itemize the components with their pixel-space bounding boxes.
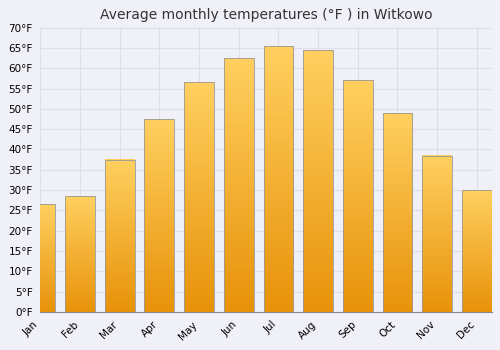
Bar bbox=[105, 160, 134, 312]
Bar bbox=[184, 83, 214, 312]
Bar bbox=[144, 119, 174, 312]
Title: Average monthly temperatures (°F ) in Witkowo: Average monthly temperatures (°F ) in Wi… bbox=[100, 8, 432, 22]
Bar bbox=[343, 80, 372, 312]
Bar bbox=[343, 80, 372, 312]
Bar bbox=[105, 160, 134, 312]
Bar bbox=[382, 113, 412, 312]
Bar bbox=[382, 113, 412, 312]
Bar bbox=[26, 204, 55, 312]
Bar bbox=[65, 196, 95, 312]
Bar bbox=[224, 58, 254, 312]
Bar bbox=[184, 83, 214, 312]
Bar bbox=[462, 190, 492, 312]
Bar bbox=[264, 46, 294, 312]
Bar bbox=[303, 50, 333, 312]
Bar bbox=[224, 58, 254, 312]
Bar bbox=[462, 190, 492, 312]
Bar bbox=[422, 155, 452, 312]
Bar bbox=[144, 119, 174, 312]
Bar bbox=[65, 196, 95, 312]
Bar bbox=[26, 204, 55, 312]
Bar bbox=[264, 46, 294, 312]
Bar bbox=[422, 155, 452, 312]
Bar bbox=[303, 50, 333, 312]
